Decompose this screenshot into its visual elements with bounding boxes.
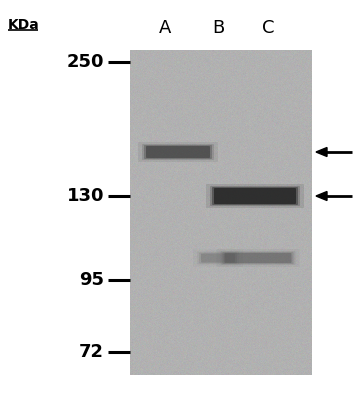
FancyBboxPatch shape bbox=[197, 252, 239, 264]
FancyBboxPatch shape bbox=[144, 145, 212, 159]
FancyBboxPatch shape bbox=[146, 146, 210, 158]
FancyBboxPatch shape bbox=[201, 254, 235, 262]
Text: A: A bbox=[159, 19, 171, 37]
FancyBboxPatch shape bbox=[216, 249, 299, 267]
FancyBboxPatch shape bbox=[214, 188, 296, 204]
Text: 250: 250 bbox=[67, 53, 104, 71]
Text: KDa: KDa bbox=[8, 18, 40, 32]
Polygon shape bbox=[316, 192, 327, 200]
Text: C: C bbox=[262, 19, 274, 37]
FancyBboxPatch shape bbox=[220, 251, 295, 265]
FancyBboxPatch shape bbox=[206, 184, 304, 208]
FancyBboxPatch shape bbox=[224, 253, 291, 263]
FancyBboxPatch shape bbox=[212, 187, 298, 205]
Polygon shape bbox=[316, 148, 327, 156]
FancyBboxPatch shape bbox=[138, 142, 218, 162]
FancyBboxPatch shape bbox=[199, 252, 237, 264]
Text: 72: 72 bbox=[79, 343, 104, 361]
FancyBboxPatch shape bbox=[142, 144, 214, 160]
FancyBboxPatch shape bbox=[223, 252, 294, 264]
FancyBboxPatch shape bbox=[210, 186, 300, 206]
Text: 95: 95 bbox=[79, 271, 104, 289]
Text: B: B bbox=[212, 19, 224, 37]
Text: 130: 130 bbox=[67, 187, 104, 205]
